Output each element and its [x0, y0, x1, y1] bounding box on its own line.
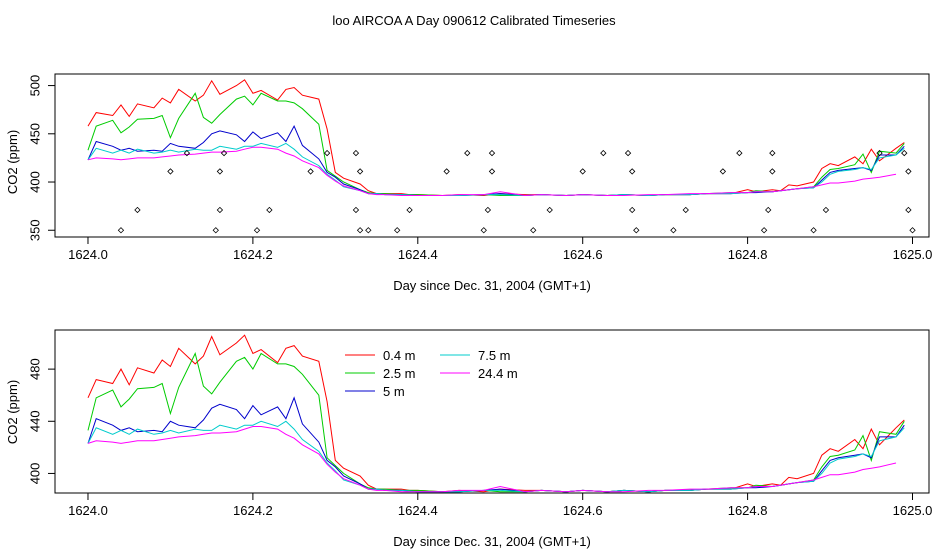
- x-tick-label-bottom: 1624.4: [398, 503, 438, 518]
- flag-point: [905, 206, 912, 214]
- legend: 0.4 m 2.5 m 5 m 7.5 m 24.4 m: [345, 348, 518, 399]
- x-tick-label-bottom: 1624.2: [233, 503, 273, 518]
- series-line-top-1: [87, 92, 905, 197]
- y-tick-label-top: 400: [28, 171, 43, 193]
- series-line-top-3: [87, 142, 905, 197]
- series-line-bottom-2: [87, 396, 905, 493]
- series-line-top-4: [87, 146, 897, 197]
- x-tick-label-bottom: 1624.8: [728, 503, 768, 518]
- x-axis-bottom: 1624.0 1624.2 1624.4 1624.6 1624.8 1625.0: [68, 493, 932, 518]
- flag-point: [406, 206, 413, 214]
- flag-point: [212, 227, 219, 234]
- legend-label-0: 0.4 m: [383, 348, 416, 363]
- series-line-top-0: [87, 79, 905, 197]
- flag-point: [480, 227, 487, 234]
- x-tick-label-bottom: 1624.0: [68, 503, 108, 518]
- y-axis-bottom: 400 440 480: [28, 358, 55, 485]
- panel-bottom: 1624.0 1624.2 1624.4 1624.6 1624.8 1625.0 400…: [5, 329, 932, 549]
- flag-point: [876, 149, 883, 157]
- y-tick-label-top: 500: [28, 75, 43, 97]
- flag-point: [266, 206, 273, 214]
- flag-point: [600, 149, 607, 157]
- flag-point: [356, 168, 364, 175]
- x-tick-label-bottom: 1624.6: [563, 503, 603, 518]
- flag-point: [443, 168, 450, 175]
- flag-point: [736, 149, 743, 157]
- plot-frame-bottom: [54, 329, 930, 494]
- flag-point: [629, 206, 636, 214]
- series-line-top-2: [87, 124, 905, 197]
- flag-point: [579, 168, 586, 175]
- flag-point: [530, 227, 537, 234]
- flag-point: [633, 227, 640, 234]
- flag-point: [365, 227, 372, 234]
- flag-point: [167, 168, 174, 175]
- flag-point: [183, 149, 191, 157]
- series-line-bottom-3: [87, 420, 905, 493]
- flag-point: [488, 149, 496, 157]
- flag-point: [220, 149, 228, 157]
- flag-point: [216, 206, 224, 214]
- flag-point: [356, 227, 364, 234]
- flag-point: [810, 227, 817, 234]
- flag-point: [117, 227, 125, 234]
- flag-point: [670, 227, 677, 234]
- flag-point: [765, 206, 772, 214]
- y-axis-label-top: CO2 (ppm): [5, 130, 20, 194]
- series-group-top: [87, 79, 905, 197]
- legend-label-3: 7.5 m: [478, 348, 511, 363]
- x-tick-label-top: 1624.6: [563, 247, 603, 262]
- flag-point: [719, 168, 727, 175]
- x-tick-label-top: 1624.0: [68, 247, 108, 262]
- x-axis-top: 1624.0 1624.2 1624.4 1624.6 1624.8 1625.0: [68, 237, 932, 262]
- flag-point: [822, 206, 830, 214]
- flag-point: [352, 149, 360, 157]
- flag-point: [484, 206, 492, 214]
- flag-point: [352, 206, 360, 214]
- flag-point: [905, 168, 912, 175]
- flag-point: [134, 206, 141, 214]
- flag-point: [624, 149, 632, 157]
- flag-point: [901, 149, 908, 157]
- x-tick-label-top: 1624.2: [233, 247, 273, 262]
- y-tick-label-top: 450: [28, 123, 43, 145]
- flag-points-top: [117, 149, 916, 234]
- x-axis-label-top: Day since Dec. 31, 2004 (GMT+1): [393, 278, 591, 293]
- panel-top: 1624.0 1624.2 1624.4 1624.6 1624.8 1625.0 350…: [5, 73, 932, 293]
- flag-point: [682, 206, 689, 214]
- y-tick-label-bottom: 400: [28, 463, 43, 485]
- flag-point: [769, 168, 776, 175]
- flag-point: [629, 168, 636, 175]
- series-group-bottom: [87, 334, 905, 493]
- flag-point: [253, 227, 261, 234]
- y-axis-top: 350 400 450 500: [28, 75, 55, 241]
- flag-point: [464, 149, 471, 157]
- y-tick-label-bottom: 480: [28, 358, 43, 380]
- y-tick-label-top: 350: [28, 219, 43, 241]
- figure-title: loo AIRCOA A Day 090612 Calibrated Times…: [332, 13, 616, 28]
- plot-frame-top: [54, 73, 930, 238]
- flag-point: [488, 168, 496, 175]
- flag-point: [909, 227, 916, 234]
- flag-point: [323, 149, 331, 157]
- y-axis-label-bottom: CO2 (ppm): [5, 380, 20, 444]
- x-tick-label-top: 1625.0: [893, 247, 933, 262]
- legend-label-2: 5 m: [383, 384, 405, 399]
- x-tick-label-top: 1624.4: [398, 247, 438, 262]
- flag-point: [546, 206, 553, 214]
- y-tick-label-bottom: 440: [28, 410, 43, 432]
- x-tick-label-bottom: 1625.0: [893, 503, 933, 518]
- legend-label-4: 24.4 m: [478, 366, 518, 381]
- x-axis-label-bottom: Day since Dec. 31, 2004 (GMT+1): [393, 534, 591, 549]
- flag-point: [769, 149, 776, 157]
- series-line-bottom-4: [87, 426, 897, 493]
- legend-label-1: 2.5 m: [383, 366, 416, 381]
- flag-point: [760, 227, 768, 234]
- x-tick-label-top: 1624.8: [728, 247, 768, 262]
- flag-point: [394, 227, 401, 234]
- flag-point: [216, 168, 224, 175]
- flag-point: [307, 168, 314, 175]
